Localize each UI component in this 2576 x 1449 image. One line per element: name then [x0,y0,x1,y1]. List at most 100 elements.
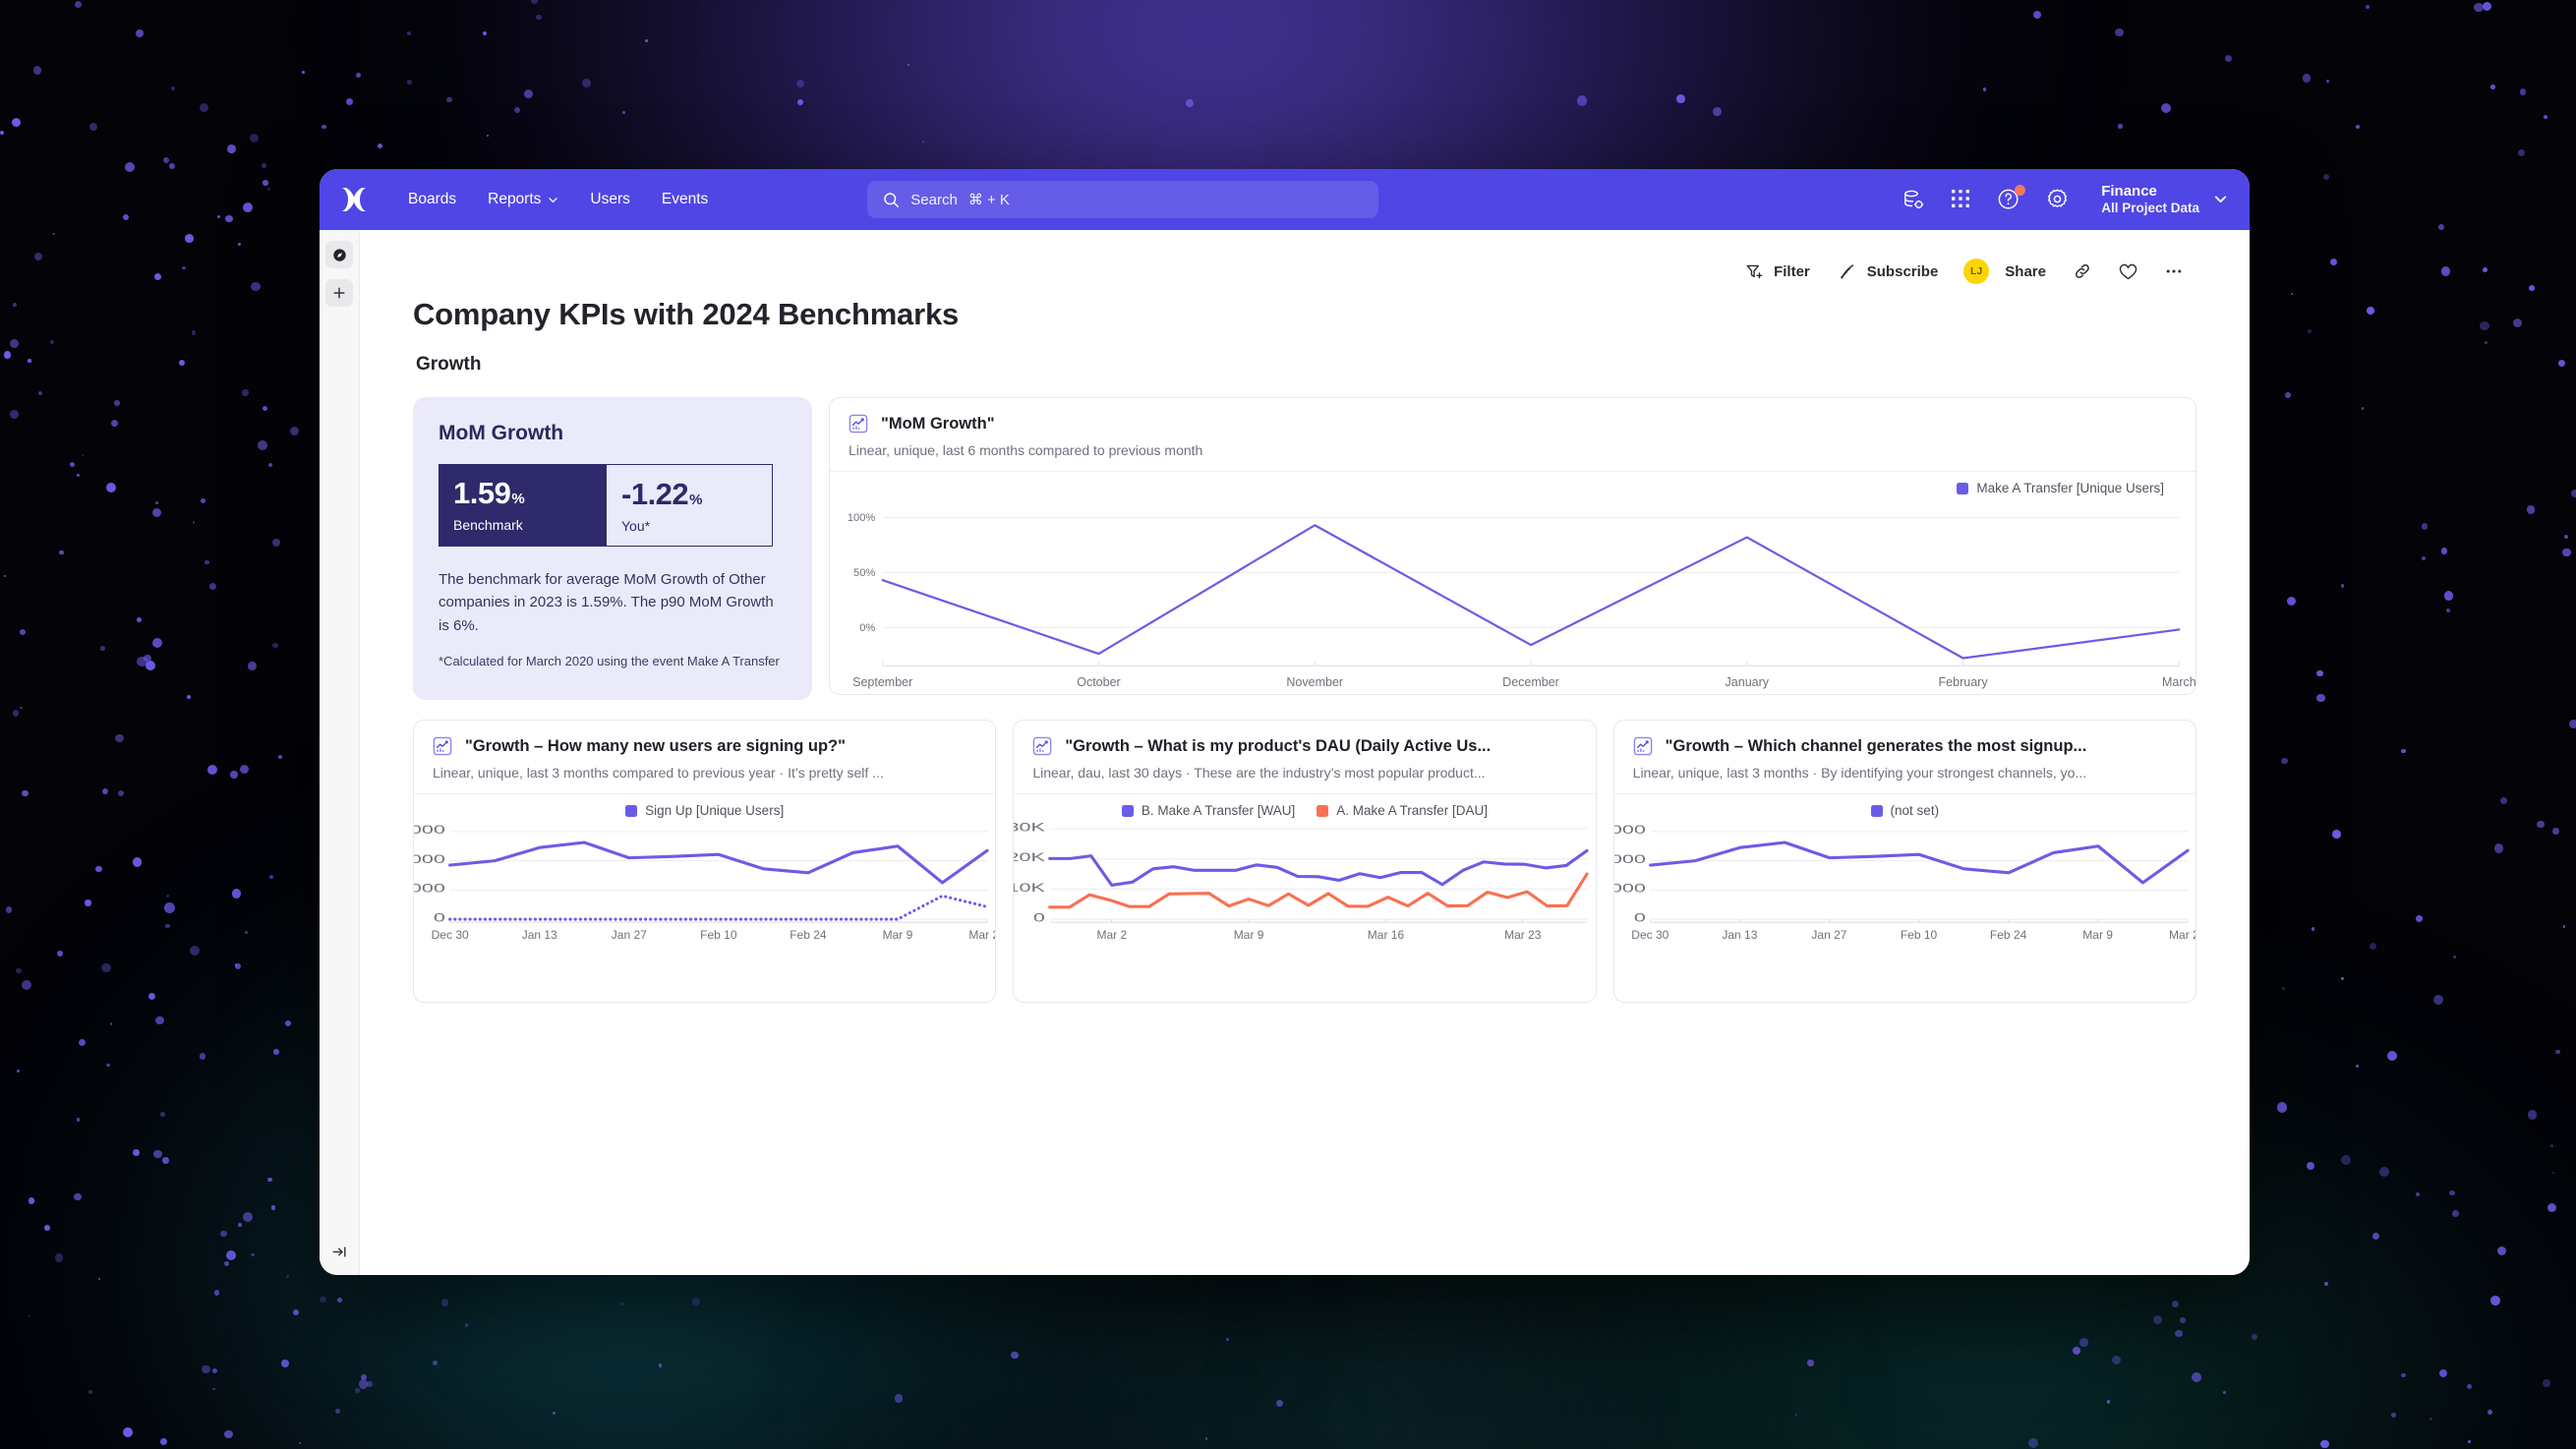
settings-gear-icon[interactable] [2045,187,2071,212]
chart-card-new-users[interactable]: "Growth – How many new users are signing… [413,720,997,1004]
x-axis-tick-label: Dec 30 [1631,927,1669,942]
favorite-button[interactable] [2105,256,2151,288]
svg-text:100%: 100% [848,512,876,524]
chart-plot-area: Sign Up [Unique Users] 6,0004,0002,0000 … [414,794,995,1002]
benchmark-title: MoM Growth [439,422,564,444]
card-subtitle: Linear, unique, last 3 months · By ident… [1632,765,2087,782]
benchmark-stats: 1.59% Benchmark -1.22% You* [439,464,787,547]
filter-label: Filter [1774,262,1810,280]
you-stat: -1.22% You* [606,464,773,547]
line-chart-icon [849,414,868,434]
benchmark-value: 1.59 [453,476,511,510]
more-options-button[interactable] [2151,256,2196,287]
left-rail [320,230,360,1275]
chart-card-mom-growth[interactable]: "MoM Growth" Linear, unique, last 6 mont… [829,397,2196,695]
new-users-plot: 6,000 4,000 2,000 0 [414,823,995,925]
workspace-selector[interactable]: Finance All Project Data [2101,183,2228,217]
legend-swatch [1121,804,1134,817]
help-icon[interactable] [1997,184,2026,212]
x-logo-icon[interactable] [337,183,371,216]
x-axis-tick-label: Feb 24 [1989,927,2027,942]
filter-button[interactable]: Filter [1731,257,1824,287]
card-subtitle: Linear, unique, last 3 months compared t… [433,765,884,782]
svg-text:30K: 30K [1014,820,1045,834]
plus-icon[interactable] [325,279,353,307]
x-axis-tick-label: Dec 30 [431,927,469,942]
chart-plot-area: B. Make A Transfer [WAU] A. Make A Trans… [1014,794,1595,1002]
x-axis-tick-label: Mar 23 [1504,927,1542,942]
rss-icon [1840,264,1853,279]
app-window: Boards Reports Users Events Search ⌘ + K [320,169,2250,1275]
search-input[interactable]: Search ⌘ + K [867,181,1379,218]
card-header: "MoM Growth" Linear, unique, last 6 mont… [830,398,2195,472]
svg-text:2,000: 2,000 [1614,882,1646,896]
you-unit: % [689,492,703,508]
you-value: -1.22 [621,477,689,511]
svg-text:0: 0 [434,910,445,924]
nav-link-users[interactable]: Users [574,183,645,216]
chart-plot-area: (not set) 6,000 4,000 2,000 0 Dec 30 Jan 13 J… [1614,794,2195,1002]
x-axis-tick-label: February [1938,674,1988,689]
search-icon [884,192,900,207]
search-placeholder: Search [910,191,958,208]
workspace-subtitle: All Project Data [2101,200,2199,215]
x-axis-tick-label: Mar 23 [2169,927,2195,942]
chart-card-dau[interactable]: "Growth – What is my product's DAU (Dail… [1013,720,1597,1004]
card-title-row: "Growth – Which channel generates the mo… [1633,736,2176,756]
search-shortcut: ⌘ + K [967,192,1010,208]
workspace-name: Finance [2101,182,2157,200]
legend-item[interactable]: Make A Transfer [Unique Users] [1957,481,2164,495]
chart-legend: B. Make A Transfer [WAU] A. Make A Trans… [1014,794,1595,820]
heart-icon [2119,263,2137,279]
share-button[interactable]: Share [1991,258,2060,286]
line-chart-icon [1633,736,1652,756]
nav-link-boards[interactable]: Boards [392,183,472,216]
x-axis-tick-label: Feb 24 [790,927,827,942]
x-axis-labels: Dec 30 Jan 13 Jan 27 Feb 10 Feb 24 Mar 9 Mar 2… [1614,928,2195,946]
x-axis-tick-label: Mar 16 [1367,927,1405,942]
svg-text:2,000: 2,000 [414,882,445,896]
apps-grid-icon[interactable] [1949,187,1974,212]
copy-link-button[interactable] [2060,256,2105,287]
chart-legend: Sign Up [Unique Users] [414,794,995,820]
legend-item[interactable]: A. Make A Transfer [DAU] [1317,803,1488,818]
nav-link-events[interactable]: Events [646,183,724,216]
nav-link-reports[interactable]: Reports [472,183,574,216]
workspace-text: Finance All Project Data [2101,183,2199,217]
card-title: "Growth – How many new users are signing… [465,736,846,755]
legend-swatch [1870,804,1883,817]
x-axis-labels: September October November December January F… [830,675,2195,693]
benchmark-stat: 1.59% Benchmark [439,464,606,547]
notification-badge [2015,184,2026,196]
subscribe-button[interactable]: Subscribe [1824,256,1953,287]
legend-item[interactable]: (not set) [1870,803,1940,819]
svg-text:0: 0 [1033,910,1045,924]
x-axis-tick-label: Jan 27 [611,927,647,942]
x-axis-tick-label: December [1502,674,1559,689]
data-sources-icon[interactable] [1901,187,1926,212]
nav-right-actions: Finance All Project Data [1901,183,2228,217]
x-axis-tick-label: October [1077,674,1121,689]
legend-label: (not set) [1890,803,1940,819]
more-horizontal-icon [2166,269,2182,273]
legend-item[interactable]: Sign Up [Unique Users] [625,803,784,818]
nav-links: Boards Reports Users Events [392,183,724,216]
x-axis-tick-label: Mar 9 [1233,927,1264,942]
share-label: Share [2005,262,2046,280]
card-subtitle: Linear, unique, last 6 months compared t… [849,442,1203,458]
svg-text:6,000: 6,000 [1614,823,1646,837]
x-axis-tick-label: Mar 9 [2082,927,2113,942]
avatar[interactable]: LJ [1963,259,1990,284]
compass-icon[interactable] [325,241,353,268]
chart-card-channels[interactable]: "Growth – Which channel generates the mo… [1612,720,2196,1004]
link-icon [2075,263,2089,278]
legend-item[interactable]: B. Make A Transfer [WAU] [1121,803,1295,818]
x-axis-labels: Dec 30 Jan 13 Jan 27 Feb 10 Feb 24 Mar 9 Mar 2… [414,927,996,946]
collapse-panel-icon[interactable] [327,1241,351,1262]
x-axis-tick-label: Mar 9 [882,927,913,942]
legend-label: Sign Up [Unique Users] [645,803,785,819]
svg-text:0%: 0% [859,622,875,634]
chart-legend: (not set) [1614,794,2195,820]
nav-link-label: Boards [408,191,457,207]
x-axis-tick-label: Jan 13 [521,927,557,942]
